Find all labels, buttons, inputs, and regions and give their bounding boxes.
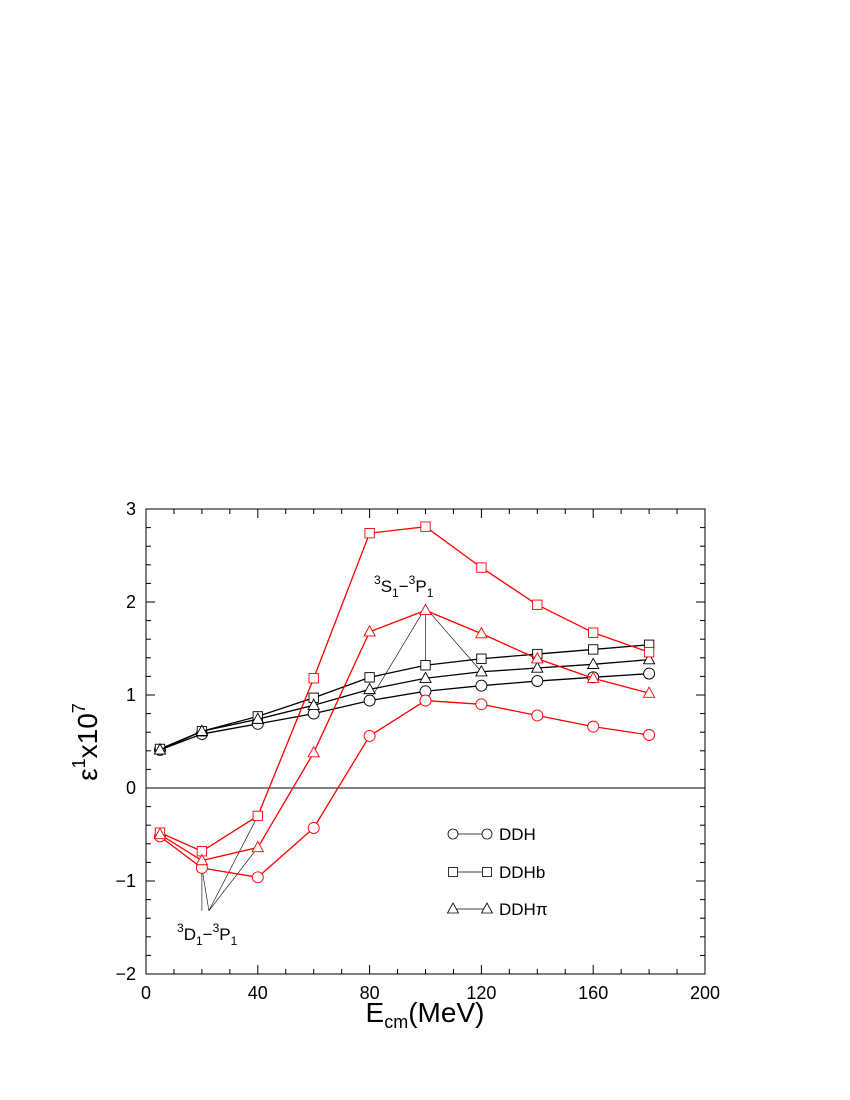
legend-item-ddhpi: DDHπ (446, 900, 548, 919)
data-point-triangle (153, 827, 167, 840)
x-axis-title-main: E (366, 997, 385, 1028)
data-point-circle (419, 694, 432, 707)
data-point-circle (363, 729, 376, 742)
x-tick-label: 40 (248, 983, 268, 1003)
data-point-square (364, 672, 375, 683)
data-point-circle (475, 698, 488, 711)
y-axis-title: ε1x107 (69, 703, 103, 781)
leader-line-3d1 (208, 815, 259, 911)
data-point-square (476, 562, 487, 573)
series-3 (153, 652, 656, 755)
legend-square-marker (482, 867, 492, 877)
data-point-square (252, 810, 263, 822)
data-point-square (532, 599, 543, 610)
data-point-triangle (475, 664, 488, 677)
data-point-square (588, 627, 599, 638)
data-point-circle (587, 720, 600, 733)
legend-label-ddhb: DDHb (499, 863, 545, 882)
x-tick-label: 200 (690, 983, 720, 1003)
data-point-square (364, 528, 375, 539)
series-4 (154, 694, 656, 884)
legend-square-marker (448, 867, 458, 877)
series-line (159, 699, 650, 878)
series-line (159, 609, 650, 862)
data-point-triangle (419, 603, 432, 616)
y-axis-title-main: ε (72, 768, 103, 780)
y-axis-title-sup2: 7 (69, 703, 89, 713)
data-point-square (476, 653, 487, 664)
x-tick-label: 0 (141, 983, 151, 1003)
data-point-circle (307, 822, 320, 834)
data-point-triangle (530, 651, 544, 664)
leader-line-3d1 (208, 847, 259, 911)
x-tick-label: 160 (578, 983, 608, 1003)
data-point-circle (251, 871, 264, 884)
y-tick-label: −1 (115, 871, 136, 891)
data-point-triangle (153, 742, 167, 755)
series-6 (153, 603, 656, 866)
leader-line-3d1 (201, 867, 210, 911)
annotation-3d1-3p1: 3D1−3P1 (177, 921, 238, 948)
x-tick-label: 80 (360, 983, 380, 1003)
y-tick-label: 2 (126, 592, 136, 612)
series-5 (154, 521, 655, 857)
series-line (159, 525, 650, 852)
y-axis-title-mid: x10 (72, 713, 103, 758)
y-tick-label: 1 (126, 685, 136, 705)
data-point-square (588, 644, 599, 655)
series-line (159, 644, 650, 750)
legend-label-ddhpi: DDHπ (499, 900, 548, 919)
y-tick-label: 0 (126, 778, 136, 798)
x-tick-label: 120 (466, 983, 496, 1003)
data-point-square (420, 660, 431, 671)
data-point-circle (531, 675, 544, 687)
data-point-triangle (363, 682, 376, 695)
data-point-triangle (363, 624, 376, 637)
data-point-triangle (475, 626, 488, 639)
legend-label-ddh: DDH (499, 825, 536, 844)
x-axis-title-rest: (MeV) (408, 997, 484, 1028)
data-point-triangle (251, 840, 265, 853)
legend-circle-marker (447, 828, 459, 840)
data-point-triangle (586, 657, 600, 669)
data-point-triangle (419, 671, 432, 683)
data-point-triangle (586, 671, 600, 683)
data-point-triangle (642, 686, 656, 698)
series-line (159, 659, 650, 751)
legend-triangle-marker (446, 902, 460, 914)
legend-triangle-marker (480, 902, 494, 914)
data-point-square (308, 673, 319, 684)
data-point-circle (475, 679, 488, 692)
leader-line-3s1 (369, 607, 426, 701)
data-point-circle (643, 729, 656, 741)
data-point-triangle (530, 661, 544, 673)
data-point-square (420, 521, 431, 532)
legend-circle-marker (481, 828, 493, 840)
data-point-triangle (195, 853, 209, 866)
data-point-triangle (642, 652, 656, 665)
data-point-circle (531, 709, 544, 722)
data-point-circle (363, 694, 376, 707)
data-point-circle (643, 667, 656, 680)
data-point-triangle (251, 712, 265, 724)
x-axis-title: Ecm(MeV) (366, 997, 485, 1032)
data-point-triangle (307, 745, 321, 758)
x-axis-title-sub: cm (384, 1012, 408, 1032)
y-tick-label: 3 (126, 499, 136, 519)
y-tick-label: −2 (115, 964, 136, 984)
data-point-triangle (195, 724, 209, 736)
legend: DDH DDHb DDHπ (446, 825, 548, 919)
annotation-3s1-3p1: 3S1−3P1 (374, 573, 434, 600)
data-point-square (643, 647, 655, 658)
series-2 (154, 639, 655, 755)
leader-line-3s1 (425, 607, 482, 672)
series-1 (154, 667, 656, 756)
series-line (159, 672, 650, 751)
legend-item-ddhb: DDHb (448, 863, 545, 882)
data-point-triangle (307, 698, 321, 710)
legend-item-ddh: DDH (447, 825, 536, 844)
y-axis-title-sup1: 1 (69, 758, 89, 768)
